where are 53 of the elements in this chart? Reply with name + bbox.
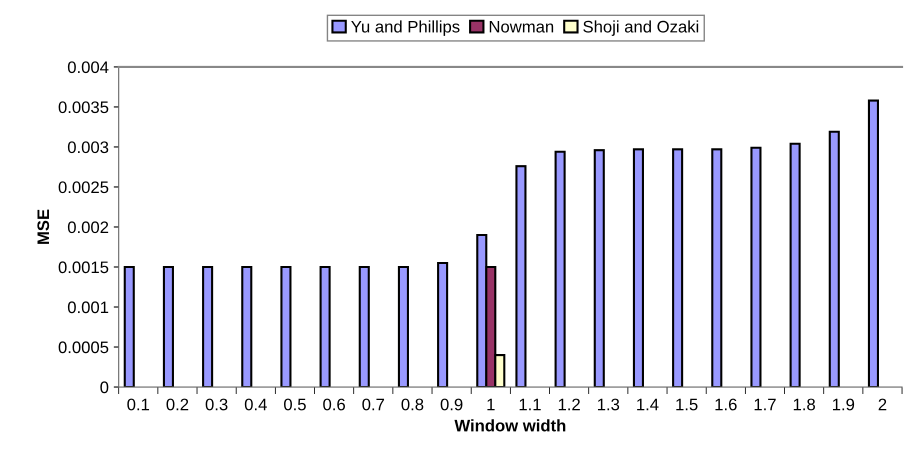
legend-label: Yu and Phillips [351, 20, 460, 36]
bar [790, 142, 801, 388]
bar [868, 99, 879, 388]
bar [280, 266, 292, 388]
bar [672, 148, 684, 388]
x-tick-label: 1.3 [598, 398, 620, 410]
legend-label: Shoji and Ozaki [583, 20, 698, 36]
bar [437, 262, 448, 388]
x-tick-label: 0.9 [440, 398, 462, 410]
x-tick-label: 0.6 [323, 398, 345, 410]
x-tick-label: 0.4 [244, 398, 267, 410]
x-tick-label: 1.5 [676, 398, 698, 410]
bar [554, 150, 566, 388]
bar [594, 149, 605, 388]
bar [202, 266, 214, 388]
y-tick-label: 0.0025 [58, 181, 108, 194]
bar [241, 266, 252, 388]
bar [828, 130, 840, 388]
x-tick-label: 1.6 [715, 398, 737, 410]
bar [320, 266, 331, 388]
x-tick-label: 0.2 [166, 398, 188, 410]
y-tick-label: 0.0015 [58, 261, 108, 274]
y-tick-label: 0.0005 [58, 341, 108, 354]
bar [162, 266, 174, 388]
x-tick-label: 0.7 [362, 398, 384, 410]
legend-label: Nowman [490, 20, 554, 33]
bar [515, 165, 526, 388]
bar [632, 148, 644, 388]
bar [711, 148, 722, 388]
x-tick-label: 1.2 [558, 398, 580, 410]
x-tick-label: 0.5 [284, 398, 306, 410]
y-tick-label: 0.001 [68, 301, 108, 314]
x-tick-label: 1.8 [794, 398, 815, 410]
bar [750, 146, 762, 388]
x-tick-label: 1 [487, 398, 495, 410]
x-tick-label: 0.8 [402, 398, 424, 410]
bar [398, 266, 409, 388]
y-tick-label: 0.004 [68, 61, 108, 74]
x-tick-label: 1.9 [832, 398, 854, 410]
y-axis-title: MSE [37, 210, 50, 244]
y-tick-label: 0.003 [68, 141, 108, 154]
x-tick-label: 2 [878, 398, 886, 410]
y-tick-label: 0.0035 [58, 101, 108, 114]
bar [124, 266, 135, 388]
y-tick-label: 0 [100, 381, 108, 394]
x-tick-label: 1.7 [754, 398, 776, 410]
x-axis-title: Window width [454, 419, 566, 432]
bar [358, 266, 370, 388]
x-tick-label: 1.4 [637, 398, 659, 410]
x-tick-label: 1.1 [520, 398, 541, 410]
x-tick-label: 0.3 [206, 398, 228, 410]
y-tick-label: 0.002 [68, 221, 108, 234]
x-tick-label: 0.1 [127, 398, 150, 410]
